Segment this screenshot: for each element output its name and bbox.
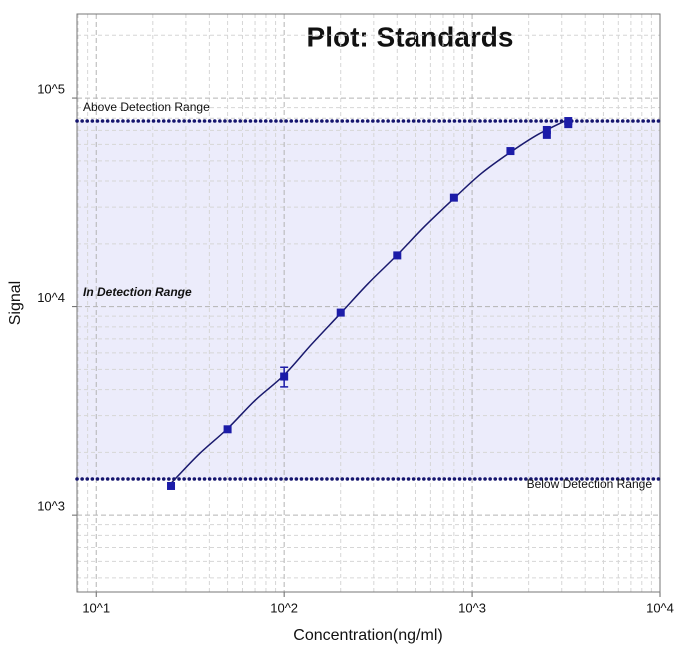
chart-title: Plot: Standards: [307, 21, 514, 52]
y-axis-label: Signal: [7, 281, 24, 325]
data-point: [542, 130, 551, 139]
above-label: Above Detection Range: [83, 100, 210, 114]
grid: [77, 14, 660, 592]
x-tick-label: 10^2: [270, 600, 298, 615]
x-tick-label: 10^4: [646, 600, 674, 615]
x-tick-label: 10^1: [82, 600, 110, 615]
data-point: [280, 372, 289, 381]
detection-band: [77, 121, 660, 480]
data-point: [393, 251, 402, 260]
y-tick-label: 10^5: [37, 82, 65, 97]
data-point: [223, 425, 232, 434]
data-point: [506, 147, 515, 156]
data-point: [542, 125, 551, 134]
y-tick-label: 10^3: [37, 499, 65, 514]
x-axis-label: Concentration(ng/ml): [293, 627, 442, 644]
x-tick-label: 10^3: [458, 600, 486, 615]
data-point: [564, 120, 573, 129]
data-point: [336, 308, 345, 317]
data-point: [167, 481, 176, 490]
in-label: In Detection Range: [83, 285, 192, 299]
fit-curve: [170, 118, 569, 484]
data-point: [449, 193, 458, 202]
below-label: Below Detection Range: [527, 477, 653, 491]
plot-frame: [76, 13, 661, 593]
y-tick-label: 10^4: [37, 290, 65, 305]
